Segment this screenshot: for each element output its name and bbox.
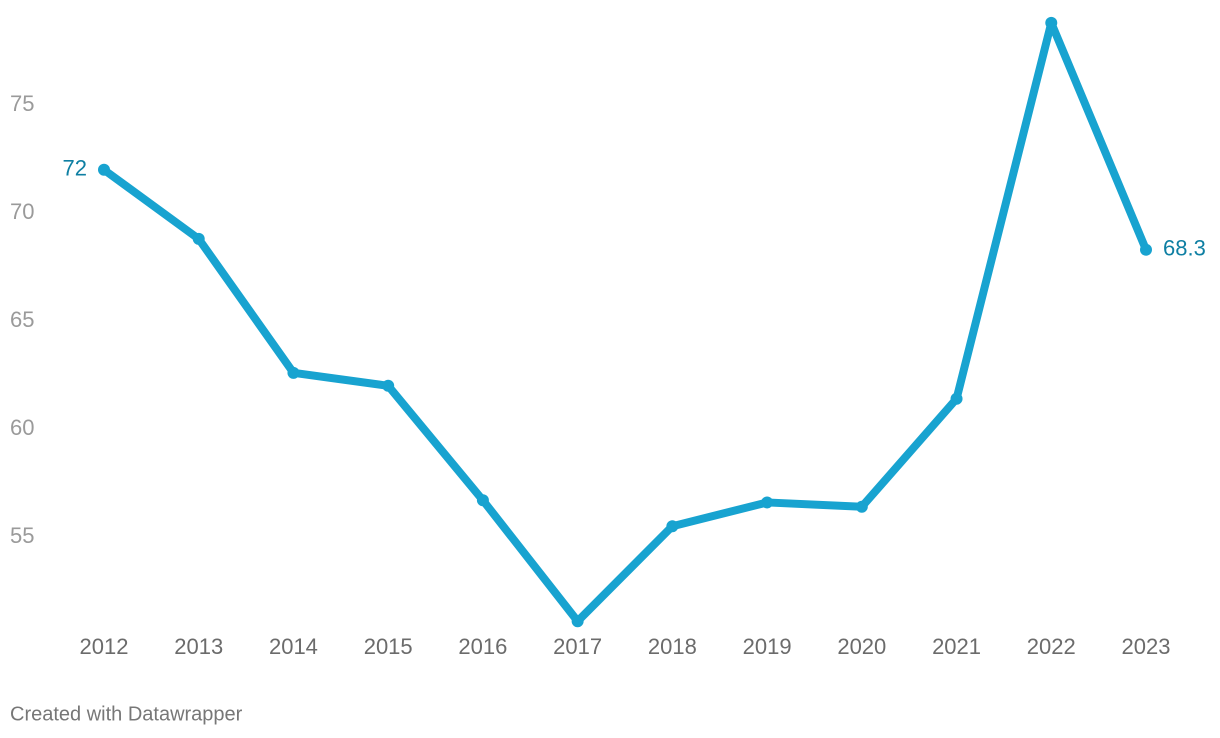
point (666, 520, 679, 533)
y-tick-label: 65 (10, 307, 34, 332)
value-label: 72 (63, 156, 87, 181)
x-tick-label: 2013 (174, 634, 223, 659)
x-tick-label: 2018 (648, 634, 697, 659)
point (950, 392, 963, 405)
point (192, 232, 205, 245)
point (1045, 16, 1058, 29)
x-tick-label: 2023 (1122, 634, 1171, 659)
x-tick-label: 2019 (743, 634, 792, 659)
point (476, 494, 489, 507)
y-tick-label: 75 (10, 91, 34, 116)
x-tick-label: 2016 (458, 634, 507, 659)
x-tick-label: 2022 (1027, 634, 1076, 659)
x-tick-label: 2014 (269, 634, 318, 659)
point (855, 500, 868, 513)
y-tick-label: 55 (10, 523, 34, 548)
x-tick-label: 2020 (837, 634, 886, 659)
x-tick-label: 2017 (553, 634, 602, 659)
point (98, 163, 110, 176)
y-tick-label: 70 (10, 199, 34, 224)
point (382, 379, 395, 392)
point (571, 615, 584, 628)
x-tick-label: 2021 (932, 634, 981, 659)
point (761, 496, 774, 509)
point (1140, 243, 1152, 256)
x-tick-label: 2012 (80, 634, 129, 659)
credit: Created with Datawrapper (10, 703, 243, 725)
point (287, 366, 300, 379)
x-tick-label: 2015 (364, 634, 413, 659)
line (100, 18, 1150, 626)
value-label: 68.3 (1163, 236, 1206, 261)
y-tick-label: 60 (10, 415, 34, 440)
